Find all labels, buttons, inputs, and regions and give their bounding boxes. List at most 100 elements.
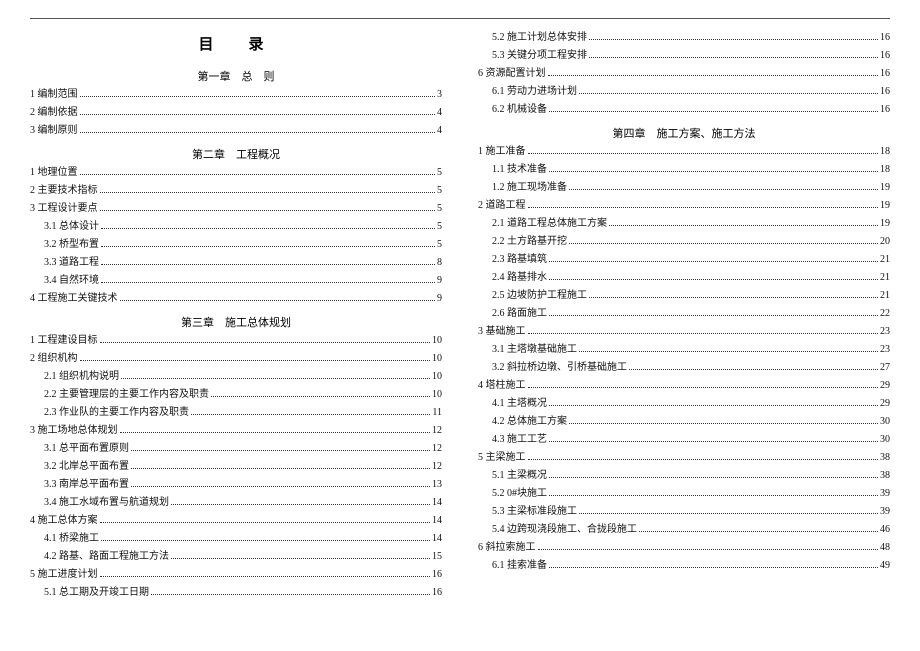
toc-label: 6.1 劳动力进场计划 [492,87,577,97]
toc-label: 2.5 边坡防护工程施工 [492,291,587,301]
toc-label: 6.2 机械设备 [492,105,547,115]
toc-entry: 2.6 路面施工 22 [478,309,890,319]
toc-label: 5.2 施工计划总体安排 [492,33,587,43]
toc-leader [100,210,436,211]
toc-label: 1.2 施工现场准备 [492,183,567,193]
toc-leader [549,315,878,316]
toc-label: 2.2 主要管理层的主要工作内容及职责 [44,390,209,400]
toc-label: 1 地理位置 [30,168,78,178]
toc-page: 5 [437,240,442,250]
toc-label: 2.3 路基填筑 [492,255,547,265]
toc-page: 30 [880,435,890,445]
toc-label: 3.1 主塔墩基础施工 [492,345,577,355]
toc-page: 12 [432,444,442,454]
chapter-heading: 第二章 工程概况 [30,146,442,162]
toc-page: 21 [880,273,890,283]
toc-entry: 4.2 路基、路面工程施工方法15 [30,552,442,562]
toc-label: 3.1 总平面布置原则 [44,444,129,454]
toc-label: 3.4 自然环境 [44,276,99,286]
toc-page: 10 [432,390,442,400]
toc-page: 4 [437,108,442,118]
toc-leader [528,387,879,388]
toc-leader [101,246,435,247]
columns: 目 录 第一章 总 则1 编制范围32 编制依据43 编制原则4第二章 工程概况… [30,33,890,606]
toc-page: 39 [880,507,890,517]
toc-leader [100,342,431,343]
toc-label: 1.1 技术准备 [492,165,547,175]
toc-page: 16 [432,588,442,598]
toc-entry: 3.1 总体设计5 [30,222,442,232]
toc-page: 8 [437,258,442,268]
toc-label: 3.4 施工水域布置与航道规划 [44,498,169,508]
toc-label: 3 工程设计要点 [30,204,98,214]
toc-page: 9 [437,294,442,304]
toc-entry: 1 工程建设目标10 [30,336,442,346]
toc-label: 2.1 组织机构说明 [44,372,119,382]
toc-label: 4.2 路基、路面工程施工方法 [44,552,169,562]
toc-page: 10 [432,372,442,382]
toc-label: 6 资源配置计划 [478,69,546,79]
toc-page: 30 [880,417,890,427]
toc-page: 21 [880,291,890,301]
toc-label: 1 编制范围 [30,90,78,100]
toc-entry: 2 主要技术指标 5 [30,186,442,196]
toc-label: 3 编制原则 [30,126,78,136]
toc-entry: 2.1 组织机构说明 10 [30,372,442,382]
toc-leader [171,504,430,505]
toc-page: 9 [437,276,442,286]
toc-page: 16 [880,33,890,43]
toc-leader [191,414,430,415]
toc-label: 5 施工进度计划 [30,570,98,580]
toc-page: 11 [432,408,442,418]
toc-page: 4 [437,126,442,136]
toc-page: 12 [432,462,442,472]
toc-entry: 4 施工总体方案14 [30,516,442,526]
toc-page: 20 [880,237,890,247]
toc-page: 19 [880,219,890,229]
toc-label: 2 主要技术指标 [30,186,98,196]
toc-entry: 3 施工场地总体规划12 [30,426,442,436]
toc-entry: 5.3 关键分项工程安排16 [478,51,890,61]
toc-page: 46 [880,525,890,535]
toc-entry: 3.4 自然环境 9 [30,276,442,286]
toc-page: 14 [432,516,442,526]
toc-entry: 3.2 北岸总平面布置 12 [30,462,442,472]
toc-leader [549,405,878,406]
chapter-heading: 第一章 总 则 [30,68,442,84]
toc-label: 4 工程施工关键技术 [30,294,118,304]
toc-label: 6.1 挂索准备 [492,561,547,571]
toc-leader [579,351,878,352]
toc-leader [80,174,436,175]
toc-page: 38 [880,471,890,481]
toc-entry: 6.1 挂索准备 49 [478,561,890,571]
toc-leader [549,111,878,112]
toc-page: 16 [880,87,890,97]
toc-label: 3.2 北岸总平面布置 [44,462,129,472]
toc-label: 4.3 施工工艺 [492,435,547,445]
toc-page: 22 [880,309,890,319]
toc-leader [569,189,878,190]
toc-page: 5 [437,186,442,196]
toc-page: 10 [432,354,442,364]
toc-entry: 5.4 边跨现浇段施工、合拢段施工46 [478,525,890,535]
toc-page: 27 [880,363,890,373]
toc-entry: 3.1 总平面布置原则 12 [30,444,442,454]
toc-page: 23 [880,345,890,355]
toc-entry: 2.5 边坡防护工程施工 21 [478,291,890,301]
toc-page: 21 [880,255,890,265]
toc-leader [100,522,431,523]
toc-leader [131,468,430,469]
toc-label: 2.6 路面施工 [492,309,547,319]
toc-label: 1 施工准备 [478,147,526,157]
toc-entry: 3.3 道路工程8 [30,258,442,268]
left-column: 目 录 第一章 总 则1 编制范围32 编制依据43 编制原则4第二章 工程概况… [30,33,442,606]
toc-leader [569,423,878,424]
toc-entry: 1.2 施工现场准备19 [478,183,890,193]
toc-page: 49 [880,561,890,571]
toc-page: 10 [432,336,442,346]
toc-leader [131,450,430,451]
toc-label: 4.1 桥梁施工 [44,534,99,544]
toc-entry: 1 地理位置5 [30,168,442,178]
toc-page: 14 [432,534,442,544]
toc-label: 3.1 总体设计 [44,222,99,232]
